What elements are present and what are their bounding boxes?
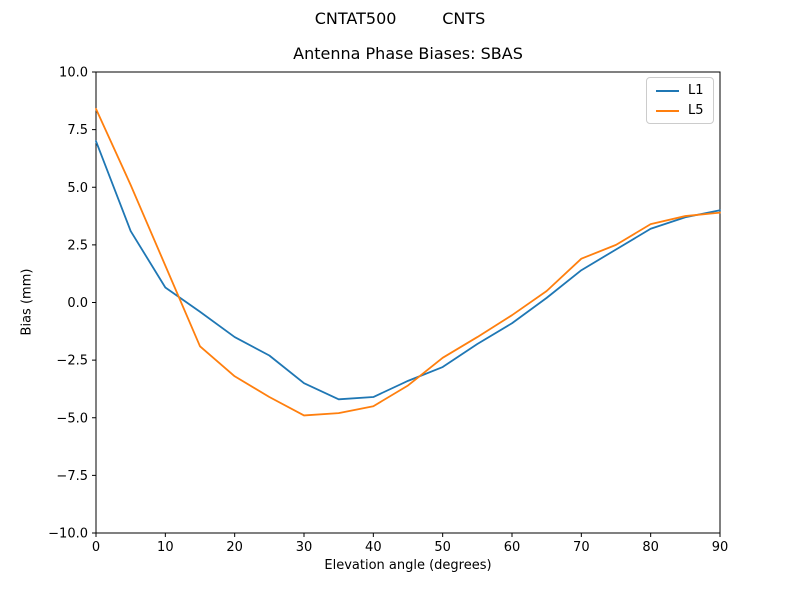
x-tick-label: 0: [92, 540, 100, 555]
y-tick-label: −10.0: [48, 527, 88, 542]
y-tick-label: 5.0: [67, 181, 88, 196]
axes-spines: [95, 71, 721, 534]
y-tick-label: 2.5: [67, 238, 88, 253]
y-tick-label: 10.0: [59, 66, 88, 81]
x-tick-label: 10: [157, 540, 174, 555]
y-tick-label: −7.5: [56, 469, 88, 484]
y-axis-label: Bias (mm): [19, 268, 35, 336]
x-tick-label: 90: [712, 540, 729, 555]
x-tick-label: 60: [504, 540, 521, 555]
legend: L1 L5: [646, 77, 714, 124]
l1-line-swatch: [656, 89, 679, 92]
figure-suptitle: CNTAT500 CNTS: [314, 9, 486, 28]
x-tick-label: 30: [296, 540, 313, 555]
x-tick-label: 70: [573, 540, 590, 555]
series-line-l5: [95, 107, 721, 417]
x-tick-label: 80: [642, 540, 659, 555]
axes-title: Antenna Phase Biases: SBAS: [293, 44, 523, 63]
x-tick-label: 20: [226, 540, 243, 555]
x-axis-label: Elevation angle (degrees): [324, 558, 492, 573]
legend-entry-l5: L5: [656, 104, 704, 117]
legend-entry-l1: L1: [656, 84, 704, 97]
legend-label-l1: L1: [688, 83, 704, 98]
series-line-l1: [95, 140, 721, 401]
y-tick-label: −2.5: [56, 354, 88, 369]
x-tick-label: 40: [365, 540, 382, 555]
y-tick-label: 7.5: [67, 123, 88, 138]
l5-line-swatch: [656, 109, 679, 112]
y-tick-label: 0.0: [67, 296, 88, 311]
legend-label-l5: L5: [688, 103, 704, 118]
x-tick-label: 50: [434, 540, 451, 555]
y-tick-label: −5.0: [56, 411, 88, 426]
